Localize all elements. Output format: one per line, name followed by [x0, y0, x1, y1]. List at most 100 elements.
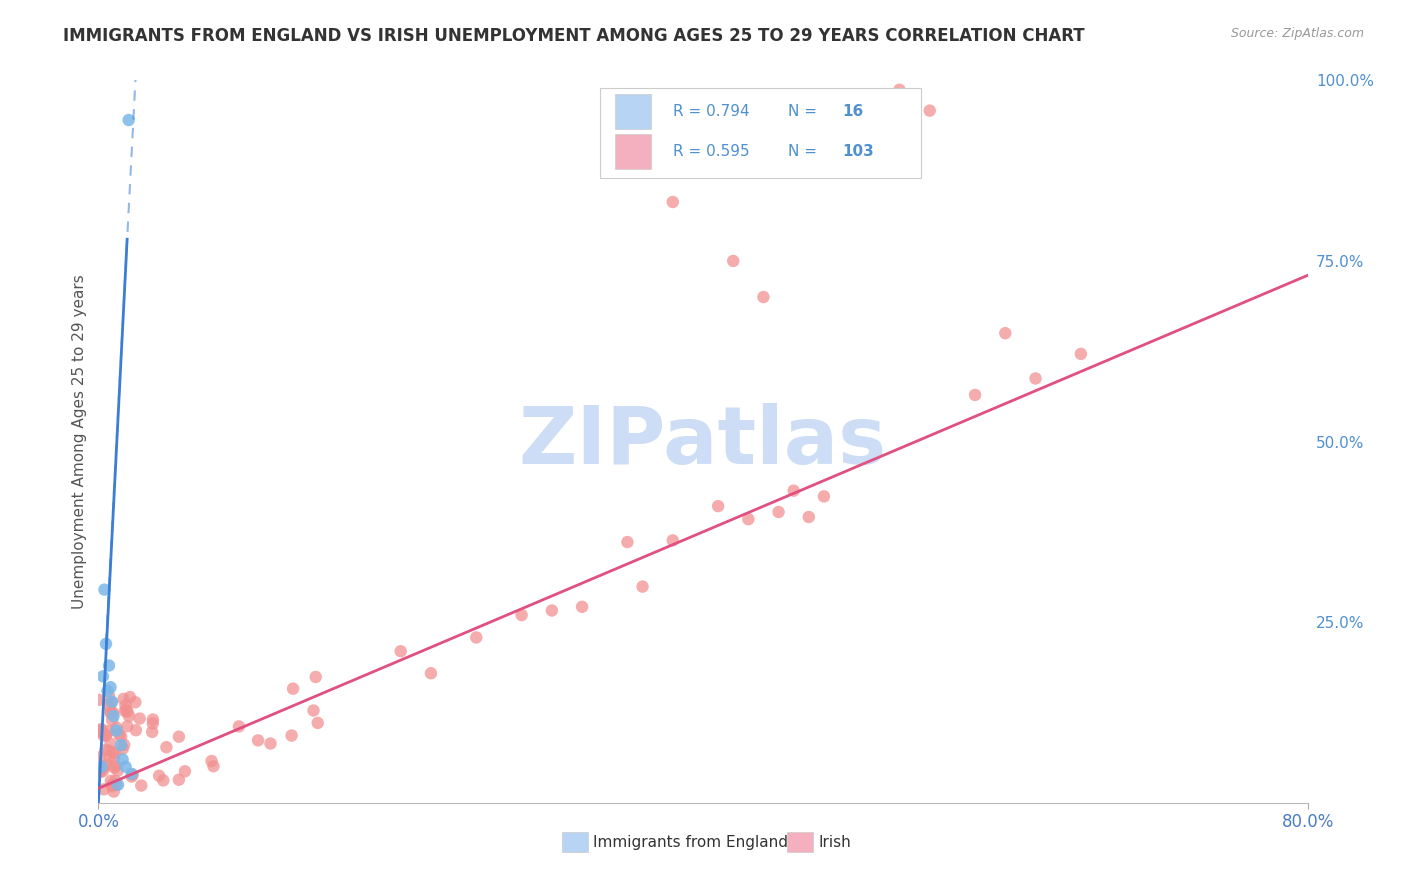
Point — [118, 709, 141, 723]
Point — [142, 716, 165, 731]
Point — [174, 764, 197, 779]
Point — [918, 103, 941, 118]
Point — [104, 773, 127, 788]
Point — [94, 637, 117, 651]
Point — [101, 695, 124, 709]
Point — [389, 644, 412, 658]
Point — [101, 746, 124, 760]
Point — [104, 759, 127, 773]
Point — [114, 760, 136, 774]
Point — [96, 757, 118, 772]
Point — [103, 784, 125, 798]
Text: 16: 16 — [842, 103, 863, 119]
Point — [114, 704, 136, 718]
Point — [307, 715, 329, 730]
Point — [90, 722, 112, 736]
Text: 103: 103 — [842, 145, 873, 160]
Point — [661, 533, 683, 548]
Point — [202, 759, 225, 773]
Point — [129, 779, 152, 793]
Point — [858, 90, 880, 104]
Point — [200, 754, 222, 768]
Point — [98, 750, 121, 764]
Point — [93, 582, 115, 597]
Point — [93, 729, 115, 743]
Point — [114, 698, 136, 713]
Point — [844, 90, 866, 104]
Point — [813, 489, 835, 503]
Point — [994, 326, 1017, 340]
Point — [889, 83, 911, 97]
Point — [101, 706, 124, 720]
Point — [103, 751, 125, 765]
Point — [118, 690, 141, 705]
Text: Immigrants from England: Immigrants from England — [593, 835, 789, 849]
Point — [121, 770, 143, 784]
Point — [107, 764, 129, 778]
Point — [112, 738, 135, 752]
Point — [152, 773, 174, 788]
Text: Source: ZipAtlas.com: Source: ZipAtlas.com — [1230, 27, 1364, 40]
Point — [167, 772, 190, 787]
Point — [104, 746, 127, 760]
Point — [97, 698, 120, 712]
Point — [89, 750, 111, 764]
FancyBboxPatch shape — [600, 87, 921, 178]
Point — [94, 728, 117, 742]
Point — [167, 730, 190, 744]
Point — [148, 769, 170, 783]
Point — [723, 253, 745, 268]
Point — [98, 658, 121, 673]
Point — [281, 681, 304, 696]
Point — [259, 737, 281, 751]
Point — [94, 728, 117, 742]
Point — [420, 666, 443, 681]
Point — [103, 761, 125, 775]
Text: R = 0.595: R = 0.595 — [672, 145, 749, 160]
Bar — [614, 135, 651, 169]
Point — [91, 764, 114, 778]
Point — [96, 683, 118, 698]
Point — [124, 695, 146, 709]
Point — [100, 706, 122, 720]
Point — [141, 725, 163, 739]
Text: IMMIGRANTS FROM ENGLAND VS IRISH UNEMPLOYMENT AMONG AGES 25 TO 29 YEARS CORRELAT: IMMIGRANTS FROM ENGLAND VS IRISH UNEMPLO… — [63, 27, 1085, 45]
Point — [90, 763, 112, 777]
Point — [100, 737, 122, 751]
Point — [105, 723, 128, 738]
Point — [571, 599, 593, 614]
Point — [111, 752, 134, 766]
Y-axis label: Unemployment Among Ages 25 to 29 years: Unemployment Among Ages 25 to 29 years — [72, 274, 87, 609]
Point — [100, 705, 122, 719]
Point — [94, 743, 117, 757]
Point — [110, 738, 132, 752]
Point — [91, 669, 114, 683]
Point — [121, 767, 143, 781]
Text: N =: N = — [787, 145, 817, 160]
Point — [125, 723, 148, 738]
Point — [128, 712, 150, 726]
Point — [155, 740, 177, 755]
Point — [93, 759, 115, 773]
Point — [280, 729, 302, 743]
Point — [142, 713, 165, 727]
Point — [783, 483, 806, 498]
Point — [103, 709, 125, 723]
Point — [110, 730, 132, 744]
Point — [87, 725, 110, 739]
Point — [87, 693, 110, 707]
Point — [302, 704, 325, 718]
Point — [465, 631, 488, 645]
Point — [104, 778, 127, 792]
Point — [631, 580, 654, 594]
Point — [107, 778, 129, 792]
Point — [115, 719, 138, 733]
Point — [112, 692, 135, 706]
Point — [97, 743, 120, 757]
Text: ZIPatlas: ZIPatlas — [519, 402, 887, 481]
Point — [797, 510, 820, 524]
Point — [737, 512, 759, 526]
Point — [111, 741, 134, 756]
Point — [873, 98, 896, 112]
Point — [965, 388, 987, 402]
